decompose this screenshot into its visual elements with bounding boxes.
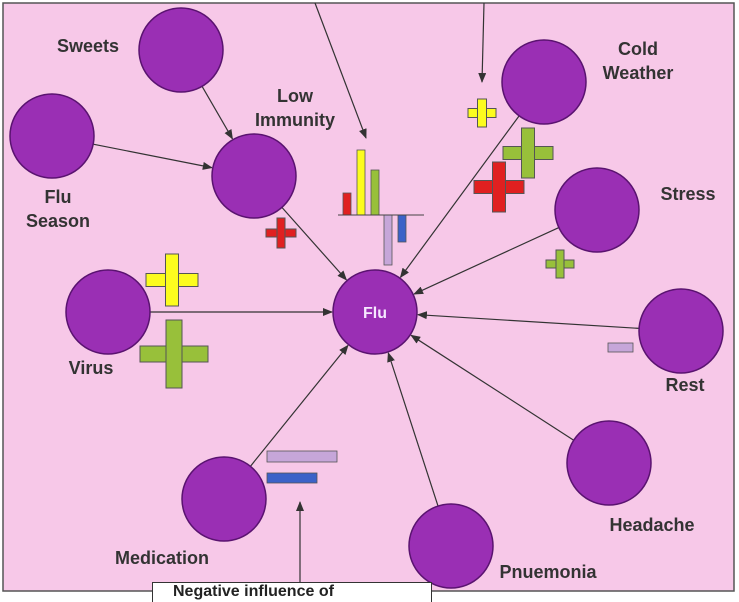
- edges-layer: [93, 86, 640, 507]
- edge-cold-weather-to-flu: [399, 115, 520, 279]
- plus-marker-green-stress: [545, 249, 575, 279]
- mini-bar-red: [342, 192, 352, 216]
- node-medication[interactable]: Medication: [115, 456, 267, 568]
- edge-rest-to-flu: [416, 311, 640, 329]
- node-label-stress: Stress: [660, 184, 715, 204]
- edge-medication-to-flu: [249, 344, 349, 467]
- node-cold-weather[interactable]: Cold Weather: [501, 39, 674, 125]
- edge-sweets-to-low-immunity: [201, 86, 233, 140]
- mini-bar-green: [370, 169, 380, 216]
- node-circle-sweets[interactable]: [138, 7, 224, 93]
- negative-bar-blue-medication: [266, 472, 318, 484]
- plus-marker-yellow-virus: [145, 253, 199, 307]
- node-flu-season[interactable]: Flu Season: [9, 93, 95, 231]
- node-label-low-immunity: Low Immunity: [255, 86, 335, 130]
- node-sweets[interactable]: Sweets: [57, 7, 224, 93]
- mini-bar-lavender: [383, 214, 393, 266]
- plus-marker-red-low-immunity: [265, 217, 297, 249]
- negative-bar-lavender-medication: [266, 450, 338, 463]
- plus-marker-red-cold-weather: [473, 161, 525, 213]
- node-label-medication: Medication: [115, 548, 209, 568]
- edge-flu-season-to-low-immunity: [93, 143, 213, 170]
- incoming-callout-arrows: [296, 2, 487, 582]
- influence-markers: [139, 98, 634, 484]
- node-label-flu-season: Flu Season: [26, 187, 90, 231]
- node-label-cold-weather: Cold Weather: [603, 39, 674, 83]
- node-flu[interactable]: Flu: [332, 269, 418, 355]
- edge-headache-to-flu: [410, 334, 575, 441]
- node-stress[interactable]: Stress: [554, 167, 716, 253]
- node-label-rest: Rest: [665, 375, 704, 395]
- mini-bar-yellow: [356, 149, 366, 216]
- callout-arrow-to-small-plus: [478, 2, 487, 83]
- node-circle-virus[interactable]: [65, 269, 151, 355]
- node-label-pnuemonia: Pnuemonia: [499, 562, 597, 582]
- plus-marker-green-virus: [139, 319, 209, 389]
- node-circle-medication[interactable]: [181, 456, 267, 542]
- mini-bar-blue: [397, 214, 407, 243]
- node-circle-stress[interactable]: [554, 167, 640, 253]
- plus-marker-green-cold-weather: [502, 127, 554, 179]
- node-rest[interactable]: Rest: [638, 288, 724, 395]
- node-virus[interactable]: Virus: [65, 269, 151, 378]
- callout-arrow-to-bar-chart: [314, 2, 367, 139]
- node-low-immunity[interactable]: Low Immunity: [211, 86, 335, 219]
- edge-low-immunity-to-flu: [281, 206, 348, 281]
- node-label-headache: Headache: [609, 515, 694, 535]
- node-circle-cold-weather[interactable]: [501, 39, 587, 125]
- node-headache[interactable]: Headache: [566, 420, 695, 535]
- negative-influence-callout: Negative influence of: [152, 582, 432, 602]
- node-circle-low-immunity[interactable]: [211, 133, 297, 219]
- node-circle-pnuemonia[interactable]: [408, 503, 494, 589]
- negative-bar-rest: [607, 342, 634, 353]
- edge-stress-to-flu: [413, 226, 560, 295]
- node-label-flu: Flu: [363, 305, 387, 322]
- plus-marker-yellow-cold-weather: [467, 98, 497, 128]
- node-circle-headache[interactable]: [566, 420, 652, 506]
- node-label-sweets: Sweets: [57, 36, 119, 56]
- node-circle-flu[interactable]: [332, 269, 418, 355]
- nodes-layer: Flu Sweets Low Immunity Flu Season Cold Weather…: [9, 7, 724, 589]
- node-pnuemonia[interactable]: Pnuemonia: [408, 503, 597, 589]
- node-circle-rest[interactable]: [638, 288, 724, 374]
- edge-pnuemonia-to-flu: [387, 351, 439, 507]
- node-circle-flu-season[interactable]: [9, 93, 95, 179]
- node-label-virus: Virus: [69, 358, 114, 378]
